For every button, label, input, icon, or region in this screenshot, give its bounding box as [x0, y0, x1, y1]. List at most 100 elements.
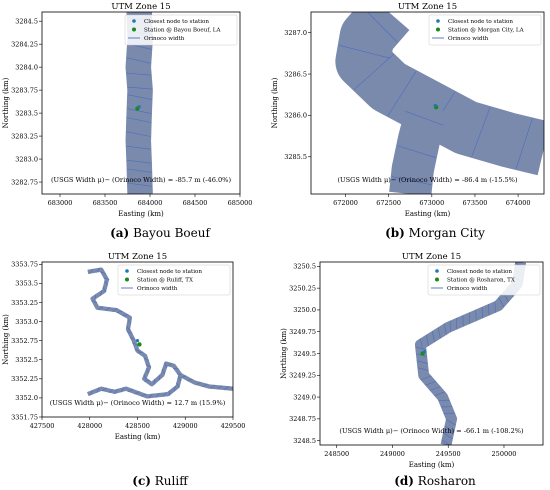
y-tick-label: 3285.5	[284, 153, 307, 161]
width-line	[176, 382, 180, 388]
plot-frame	[310, 11, 545, 195]
x-axis-label: Easting (km)	[409, 461, 455, 469]
river-tail	[179, 373, 233, 391]
y-tick-label: 3352.0	[15, 394, 38, 402]
width-line	[94, 293, 97, 300]
width-line	[416, 360, 428, 364]
closest-node-point	[423, 350, 427, 354]
x-tick-label: 683000	[48, 199, 73, 207]
width-line	[143, 374, 147, 380]
y-tick-label: 3250.25	[289, 284, 316, 292]
width-line	[494, 301, 496, 313]
width-line	[91, 300, 98, 303]
width-line	[405, 111, 444, 126]
width-line	[148, 393, 153, 399]
x-tick-label: 674000	[506, 199, 531, 207]
y-tick-label: 3352.5	[15, 356, 38, 364]
legend-entry: Closest node to station	[137, 269, 202, 275]
chart-title: UTM Zone 15	[108, 252, 167, 262]
width-line	[432, 331, 435, 343]
width-line	[98, 306, 104, 311]
width-line	[443, 432, 453, 440]
x-tick-label: 248500	[324, 450, 349, 458]
width-line	[445, 418, 456, 426]
width-line	[387, 71, 417, 117]
width-line	[105, 307, 111, 312]
width-line	[134, 391, 140, 395]
width-line	[155, 392, 160, 398]
legend-box	[117, 264, 231, 296]
width-line	[145, 364, 152, 368]
width-line	[391, 176, 432, 186]
width-line	[144, 380, 150, 382]
legend-entry: Closest node to station	[448, 19, 513, 25]
width-line	[161, 368, 166, 375]
y-axis-label: Northing (km)	[2, 314, 10, 365]
legend-box	[428, 14, 542, 46]
width-line	[168, 390, 170, 396]
x-tick-label: 672000	[333, 199, 358, 207]
width-line	[121, 386, 125, 393]
width-line	[397, 145, 436, 158]
caption-b: (b) Morgan City	[385, 226, 485, 240]
width-line	[475, 309, 477, 321]
x-tick-label: 429500	[221, 422, 246, 430]
width-line	[367, 12, 398, 43]
width-line	[217, 385, 222, 390]
width-line	[100, 271, 106, 274]
y-tick-label: 3351.75	[11, 413, 38, 421]
x-tick-label: 684500	[183, 199, 208, 207]
width-line	[137, 351, 144, 354]
legend-entry: Orinoco width	[137, 286, 178, 292]
y-tick-label: 3283.0	[15, 155, 38, 163]
panel-c: UTM Zone 15 427500 428000 428500 429000 42950…	[2, 252, 245, 441]
y-tick-label: 3286.0	[284, 112, 307, 120]
width-line	[202, 383, 208, 388]
width-line	[126, 145, 151, 150]
width-line	[126, 72, 152, 76]
river-layer	[86, 267, 233, 399]
width-line	[429, 386, 441, 391]
y-tick-label: 3284.0	[15, 63, 38, 71]
width-line	[420, 375, 432, 381]
y-axis-label: Northing (km)	[280, 328, 288, 379]
x-axis-label: Easting (km)	[405, 210, 451, 218]
legend-station-marker	[132, 27, 136, 32]
width-line	[134, 349, 141, 352]
legend-box	[427, 264, 541, 296]
legend-box	[124, 14, 238, 46]
width-line	[104, 280, 108, 286]
width-line	[100, 290, 102, 296]
y-tick-label: 3286.5	[284, 70, 307, 78]
legend-entry: Orinoco width	[144, 36, 185, 42]
y-tick-label: 3284.5	[15, 17, 38, 25]
width-line	[126, 159, 152, 164]
y-tick-label: 3284.25	[11, 40, 38, 48]
panel-d: UTM Zone 15 248500 249000 249500 250000 Easti…	[280, 252, 544, 469]
river-layer	[335, 12, 544, 194]
width-line	[96, 387, 100, 393]
x-axis-label: Easting (km)	[115, 433, 161, 441]
x-tick-label: 684000	[138, 199, 163, 207]
width-annotation: (USGS Width μ)− (Orinoco Width) = -85.7 …	[51, 176, 231, 184]
x-tick-label: 428500	[125, 422, 150, 430]
width-line	[89, 268, 94, 274]
width-line	[127, 318, 132, 324]
width-line	[488, 304, 490, 316]
width-line	[186, 378, 193, 382]
y-tick-label: 3282.75	[11, 178, 38, 186]
chart-title: UTM Zone 15	[398, 2, 457, 12]
width-line	[462, 315, 464, 327]
caption-d: (d) Rosharon	[394, 474, 476, 488]
width-line	[112, 307, 118, 312]
width-line	[353, 54, 394, 90]
width-line	[210, 384, 215, 389]
width-line	[126, 117, 152, 123]
width-line	[126, 57, 151, 64]
width-line	[127, 108, 152, 114]
x-tick-label: 249000	[380, 450, 405, 458]
width-line	[195, 381, 201, 386]
width-line	[96, 267, 101, 273]
x-tick-label: 428000	[77, 422, 102, 430]
